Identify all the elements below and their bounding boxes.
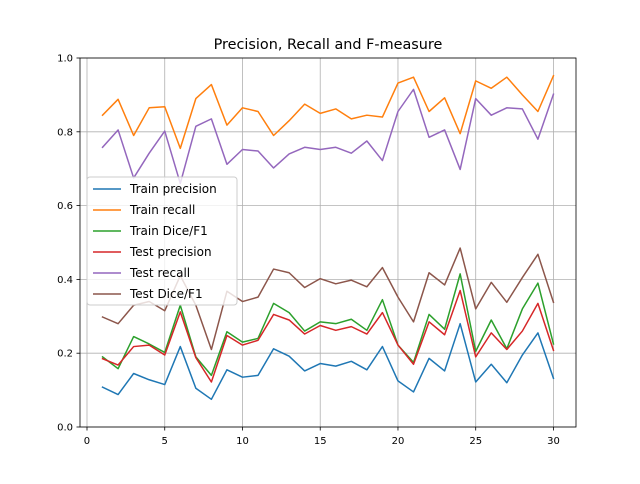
y-tick-label: 0.4	[57, 275, 73, 286]
x-tick-label: 15	[314, 436, 327, 447]
y-tick-label: 0.0	[57, 423, 73, 434]
x-tick-label: 25	[469, 436, 482, 447]
y-tick-label: 0.2	[57, 349, 73, 360]
y-tick-label: 1.0	[57, 54, 73, 65]
x-tick-label: 10	[236, 436, 249, 447]
legend: Train precision Train recall Train Dice/F1…	[86, 176, 238, 306]
x-tick-label: 5	[162, 436, 168, 447]
x-tick-label: 20	[392, 436, 405, 447]
series-line-train-recall	[101, 74, 555, 150]
y-tick-label: 0.6	[57, 201, 73, 212]
series-line-train-dice-f1	[101, 273, 555, 377]
legend-label: Test recall	[129, 266, 190, 280]
chart-title: Precision, Recall and F-measure	[214, 37, 443, 53]
axes-frame	[79, 57, 577, 428]
series-line-train-precision	[101, 322, 555, 401]
series-line-test-recall	[101, 88, 555, 185]
x-tick-label: 0	[84, 436, 90, 447]
legend-label: Train precision	[129, 182, 217, 196]
legend-label: Train Dice/F1	[129, 224, 208, 238]
series-line-test-precision	[101, 289, 555, 383]
y-tick-label: 0.8	[57, 127, 73, 138]
legend-label: Train recall	[129, 203, 195, 217]
axis-ticks: 0 5 10 15 20 25 30 0.0 0.2 0.4 0.6 0.8 1.0	[57, 54, 560, 448]
x-tick-label: 30	[547, 436, 560, 447]
legend-label: Test Dice/F1	[129, 287, 203, 301]
legend-box	[86, 176, 238, 306]
legend-label: Test precision	[129, 245, 212, 259]
